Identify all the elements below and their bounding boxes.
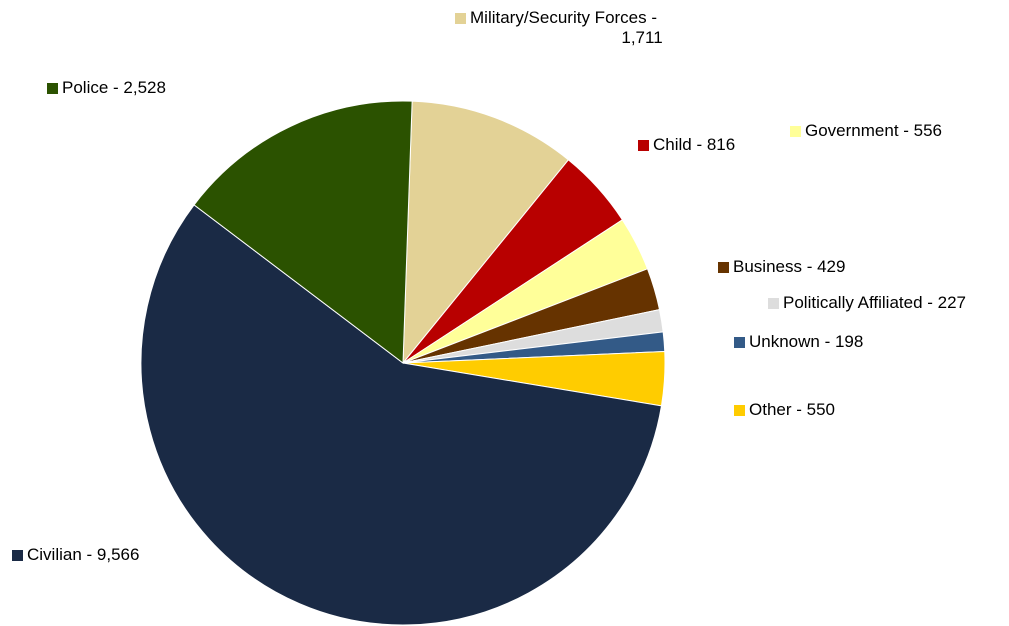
slice-label-text-civilian: Civilian - 9,566 bbox=[27, 545, 140, 564]
slice-label-text-unknown: Unknown - 198 bbox=[749, 332, 864, 351]
slice-label-text-government: Government - 556 bbox=[805, 121, 943, 140]
slice-label-government: Government - 556 bbox=[790, 121, 942, 141]
slice-label-text-military: Military/Security Forces -1,711 bbox=[470, 8, 663, 47]
legend-swatch-other bbox=[734, 405, 745, 416]
slice-label-unknown: Unknown - 198 bbox=[734, 332, 863, 352]
slice-label-text-police: Police - 2,528 bbox=[62, 78, 166, 97]
slice-label-child: Child - 816 bbox=[638, 135, 735, 155]
legend-swatch-military bbox=[455, 13, 466, 24]
pie-slice-civilian bbox=[140, 204, 663, 626]
legend-swatch-civilian bbox=[12, 550, 23, 561]
slice-label-other: Other - 550 bbox=[734, 400, 835, 420]
slice-label-civilian: Civilian - 9,566 bbox=[12, 545, 139, 565]
slice-label-military: Military/Security Forces -1,711 bbox=[455, 8, 663, 48]
pie-slice-military bbox=[402, 100, 570, 365]
slice-label-business: Business - 429 bbox=[718, 257, 845, 277]
slice-label-police: Police - 2,528 bbox=[47, 78, 166, 98]
legend-swatch-police bbox=[47, 83, 58, 94]
slice-label-text-other: Other - 550 bbox=[749, 400, 835, 419]
legend-swatch-politically-affiliated bbox=[768, 298, 779, 309]
legend-swatch-unknown bbox=[734, 337, 745, 348]
slice-label-text-business: Business - 429 bbox=[733, 257, 846, 276]
legend-swatch-child bbox=[638, 140, 649, 151]
pie-slice-police bbox=[193, 100, 413, 364]
legend-swatch-government bbox=[790, 126, 801, 137]
slice-label-text-child: Child - 816 bbox=[653, 135, 736, 154]
legend-swatch-business bbox=[718, 262, 729, 273]
slice-label-text-politically-affiliated: Politically Affiliated - 227 bbox=[783, 293, 967, 312]
slice-label-politically-affiliated: Politically Affiliated - 227 bbox=[768, 293, 966, 313]
